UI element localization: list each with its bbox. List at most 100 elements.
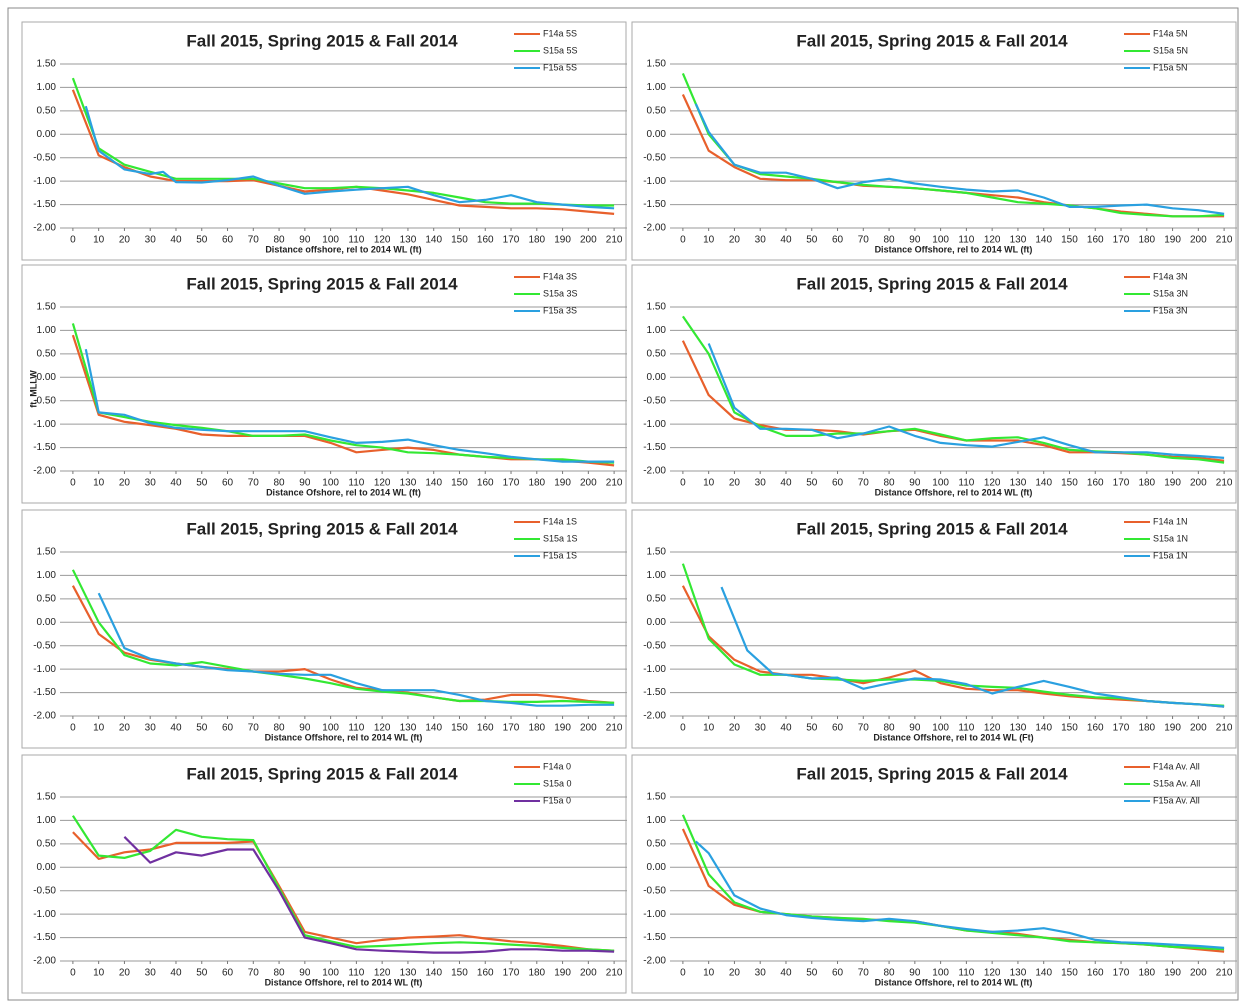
x-tick-label: 200 bbox=[1190, 968, 1207, 979]
x-tick-label: 130 bbox=[400, 723, 417, 734]
x-tick-label: 60 bbox=[832, 478, 844, 489]
x-tick-label: 120 bbox=[374, 723, 391, 734]
x-tick-label: 90 bbox=[909, 968, 921, 979]
y-tick-label: 1.50 bbox=[647, 302, 667, 313]
y-tick-label: -1.00 bbox=[33, 664, 56, 675]
legend-label: F14a Av. All bbox=[1153, 761, 1200, 771]
x-tick-label: 190 bbox=[1164, 723, 1181, 734]
x-tick-label: 170 bbox=[503, 235, 520, 246]
x-tick-label: 140 bbox=[1035, 478, 1052, 489]
legend-label: F14a 0 bbox=[543, 761, 571, 771]
y-tick-label: 1.00 bbox=[647, 570, 667, 581]
y-tick-label: 0.50 bbox=[647, 348, 667, 359]
x-tick-label: 210 bbox=[1216, 478, 1233, 489]
y-tick-label: 1.50 bbox=[647, 547, 667, 558]
x-tick-label: 90 bbox=[909, 723, 921, 734]
x-tick-label: 210 bbox=[606, 968, 623, 979]
x-tick-label: 210 bbox=[1216, 723, 1233, 734]
x-tick-label: 30 bbox=[145, 478, 157, 489]
y-tick-label: -1.50 bbox=[33, 199, 56, 210]
x-tick-label: 10 bbox=[93, 478, 105, 489]
x-tick-label: 10 bbox=[703, 968, 715, 979]
panel-frame bbox=[631, 754, 1237, 994]
x-tick-label: 150 bbox=[1061, 478, 1078, 489]
x-tick-label: 120 bbox=[374, 478, 391, 489]
x-tick-label: 90 bbox=[299, 968, 311, 979]
panel-frame bbox=[631, 264, 1237, 504]
x-tick-label: 150 bbox=[451, 968, 468, 979]
x-tick-label: 50 bbox=[196, 723, 208, 734]
x-tick-label: 60 bbox=[222, 478, 234, 489]
x-tick-label: 210 bbox=[1216, 968, 1233, 979]
x-tick-label: 150 bbox=[1061, 723, 1078, 734]
x-tick-label: 30 bbox=[755, 723, 767, 734]
x-tick-label: 90 bbox=[909, 478, 921, 489]
x-tick-label: 70 bbox=[248, 723, 260, 734]
y-tick-label: -1.00 bbox=[33, 909, 56, 920]
x-tick-label: 80 bbox=[274, 968, 286, 979]
y-tick-label: 1.00 bbox=[647, 815, 667, 826]
y-tick-label: 1.50 bbox=[647, 59, 667, 70]
x-tick-label: 180 bbox=[1138, 235, 1155, 246]
legend-label: F14a 3S bbox=[543, 271, 577, 281]
x-tick-label: 100 bbox=[322, 723, 339, 734]
y-tick-label: -1.00 bbox=[33, 176, 56, 187]
x-tick-label: 60 bbox=[832, 235, 844, 246]
y-tick-label: -2.00 bbox=[33, 956, 56, 967]
y-tick-label: -2.00 bbox=[33, 223, 56, 234]
x-tick-label: 100 bbox=[322, 478, 339, 489]
x-tick-label: 110 bbox=[348, 723, 364, 734]
x-tick-label: 30 bbox=[145, 968, 157, 979]
x-tick-label: 190 bbox=[1164, 235, 1181, 246]
y-tick-label: 1.00 bbox=[37, 570, 57, 581]
x-tick-label: 40 bbox=[780, 968, 792, 979]
y-tick-label: -1.00 bbox=[33, 419, 56, 430]
x-tick-label: 20 bbox=[119, 968, 131, 979]
x-tick-label: 50 bbox=[806, 968, 818, 979]
y-tick-label: -2.00 bbox=[643, 223, 666, 234]
y-tick-label: 0.00 bbox=[647, 862, 667, 873]
y-tick-label: 0.00 bbox=[37, 862, 57, 873]
x-tick-label: 110 bbox=[958, 723, 974, 734]
x-tick-label: 140 bbox=[425, 723, 442, 734]
x-tick-label: 160 bbox=[1087, 723, 1104, 734]
legend-label: S15a Av. All bbox=[1153, 778, 1200, 788]
x-tick-label: 0 bbox=[680, 235, 686, 246]
chart-title: Fall 2015, Spring 2015 & Fall 2014 bbox=[796, 519, 1068, 538]
x-tick-label: 80 bbox=[884, 478, 896, 489]
legend-label: F15a 3S bbox=[543, 305, 577, 315]
x-tick-label: 160 bbox=[1087, 235, 1104, 246]
chart-title: Fall 2015, Spring 2015 & Fall 2014 bbox=[186, 519, 458, 538]
x-tick-label: 50 bbox=[196, 235, 208, 246]
x-tick-label: 150 bbox=[451, 723, 468, 734]
x-tick-label: 60 bbox=[832, 723, 844, 734]
x-tick-label: 20 bbox=[729, 478, 741, 489]
y-tick-label: -2.00 bbox=[643, 711, 666, 722]
x-tick-label: 50 bbox=[196, 968, 208, 979]
data-line bbox=[695, 840, 1225, 949]
chart-title: Fall 2015, Spring 2015 & Fall 2014 bbox=[186, 274, 458, 293]
x-tick-label: 160 bbox=[477, 723, 494, 734]
x-tick-label: 10 bbox=[93, 235, 105, 246]
x-tick-label: 20 bbox=[119, 235, 131, 246]
x-tick-label: 200 bbox=[1190, 723, 1207, 734]
legend-label: F15a 3N bbox=[1153, 305, 1188, 315]
panel-frame bbox=[21, 754, 627, 994]
x-tick-label: 60 bbox=[222, 723, 234, 734]
x-axis-label: Distance Offshore, rel to 2014 WL (Ft) bbox=[873, 732, 1033, 742]
y-tick-label: -0.50 bbox=[643, 395, 666, 406]
y-tick-label: 0.00 bbox=[647, 372, 667, 383]
x-tick-label: 200 bbox=[580, 478, 597, 489]
x-tick-label: 40 bbox=[780, 723, 792, 734]
legend-label: S15a 5S bbox=[543, 45, 578, 55]
chart-panel: Fall 2015, Spring 2015 & Fall 2014 1.50 1.… bbox=[21, 264, 627, 504]
y-tick-label: -0.50 bbox=[33, 640, 56, 651]
y-tick-label: 0.00 bbox=[37, 617, 57, 628]
y-tick-label: 0.00 bbox=[647, 617, 667, 628]
y-tick-label: 1.50 bbox=[37, 547, 57, 558]
x-tick-label: 130 bbox=[400, 478, 417, 489]
x-tick-label: 170 bbox=[1113, 968, 1130, 979]
x-tick-label: 140 bbox=[425, 235, 442, 246]
y-tick-label: 0.50 bbox=[647, 105, 667, 116]
chart-panel: Fall 2015, Spring 2015 & Fall 2014 1.50 1.… bbox=[21, 21, 627, 261]
